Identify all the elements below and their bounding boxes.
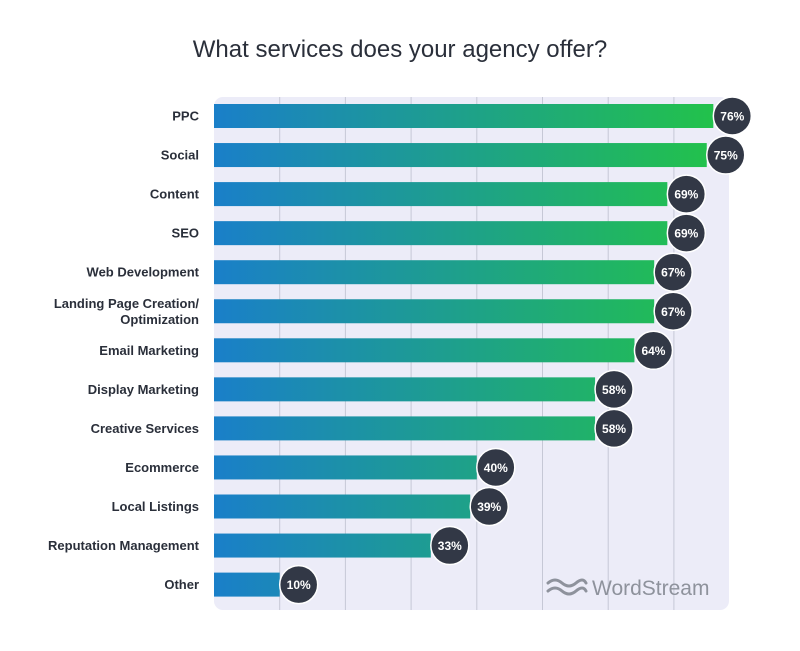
wordstream-waves-icon (546, 578, 588, 596)
bar-series (214, 104, 714, 597)
category-label: Social (161, 148, 199, 163)
value-badges: 76% 75% 69% 69% 67% 67% 64% 58% 58% 40% 39% 33% 10% (278, 96, 753, 605)
value-label: 67% (661, 266, 685, 280)
bar (214, 533, 431, 558)
value-badge (594, 369, 634, 410)
category-label: Creative Services (91, 421, 199, 436)
value-label: 33% (438, 539, 462, 553)
bar (214, 221, 668, 246)
category-label: Landing Page Creation/Optimization (54, 296, 200, 327)
category-label: Web Development (87, 265, 200, 280)
bar (214, 143, 707, 168)
value-label: 58% (602, 383, 626, 397)
category-label: Ecommerce (125, 460, 199, 475)
value-badge (653, 252, 693, 292)
bar (214, 416, 596, 441)
category-label: Display Marketing (88, 382, 199, 397)
value-badge (666, 213, 707, 253)
bar (214, 338, 635, 363)
bar (214, 455, 477, 480)
value-badge (712, 96, 753, 136)
value-badge (469, 486, 509, 527)
value-badge (430, 525, 470, 566)
brand-name: WordStream (592, 577, 709, 600)
value-badge (278, 564, 319, 605)
value-label: 40% (484, 461, 508, 475)
value-badge (476, 447, 516, 488)
value-label: 69% (674, 227, 698, 241)
bar (214, 104, 714, 128)
category-label: Content (150, 187, 200, 202)
value-label: 75% (714, 149, 738, 163)
value-label: 39% (477, 500, 501, 514)
value-badge (653, 291, 693, 331)
wordstream-logo: WordStream (546, 577, 709, 600)
bar (214, 572, 280, 597)
category-label: Other (164, 577, 199, 592)
bar (214, 377, 596, 402)
category-label: PPC (172, 109, 199, 124)
value-badge (706, 135, 746, 175)
value-label: 69% (674, 188, 698, 202)
category-label: SEO (172, 226, 199, 241)
chart-title: What services does your agency offer? (192, 36, 608, 63)
value-label: 67% (661, 305, 685, 319)
bar (214, 299, 655, 324)
value-badge (633, 330, 674, 371)
category-label: Local Listings (112, 499, 199, 514)
bar (214, 260, 655, 285)
category-label: Email Marketing (99, 343, 199, 358)
value-label: 58% (602, 422, 626, 436)
value-label: 64% (641, 344, 665, 358)
category-labels: PPC Social Content SEO Web Development Landin… (48, 109, 200, 593)
value-label: 10% (287, 578, 311, 592)
category-label: Reputation Management (48, 538, 200, 553)
bar (214, 182, 668, 207)
value-badge (666, 174, 707, 214)
value-label: 76% (720, 110, 744, 124)
value-badge (594, 408, 634, 449)
bar (214, 494, 471, 519)
